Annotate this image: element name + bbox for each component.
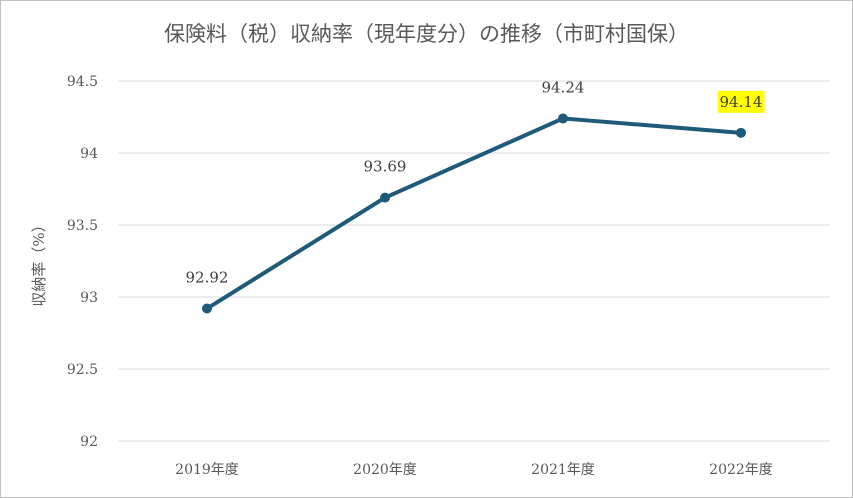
y-tick-label: 93.5: [67, 218, 98, 234]
series-line: [205, 116, 743, 311]
y-tick-label: 92.5: [67, 362, 98, 378]
y-tick-label: 94.5: [67, 74, 98, 90]
data-label: 93.69: [364, 158, 407, 176]
y-axis-label: 収納率（%）: [30, 217, 48, 306]
chart-title: 保険料（税）収納率（現年度分）の推移（市町村国保）: [164, 22, 689, 46]
data-point: [202, 303, 212, 314]
data-label: 94.14: [720, 93, 763, 111]
data-point: [736, 127, 746, 138]
y-tick-label: 92: [80, 434, 98, 450]
y-tick-label: 94: [80, 146, 98, 162]
data-label-highlight: [717, 90, 765, 113]
x-tick-label: 2020年度: [353, 462, 417, 478]
x-tick-label: 2022年度: [709, 462, 773, 478]
data-point: [380, 192, 390, 203]
data-label: 94.24: [542, 78, 585, 96]
x-tick-label: 2021年度: [531, 462, 595, 478]
y-tick-label: 93: [80, 290, 98, 306]
data-label: 92.92: [186, 269, 229, 287]
data-point: [558, 113, 568, 124]
x-tick-label: 2019年度: [175, 462, 239, 478]
